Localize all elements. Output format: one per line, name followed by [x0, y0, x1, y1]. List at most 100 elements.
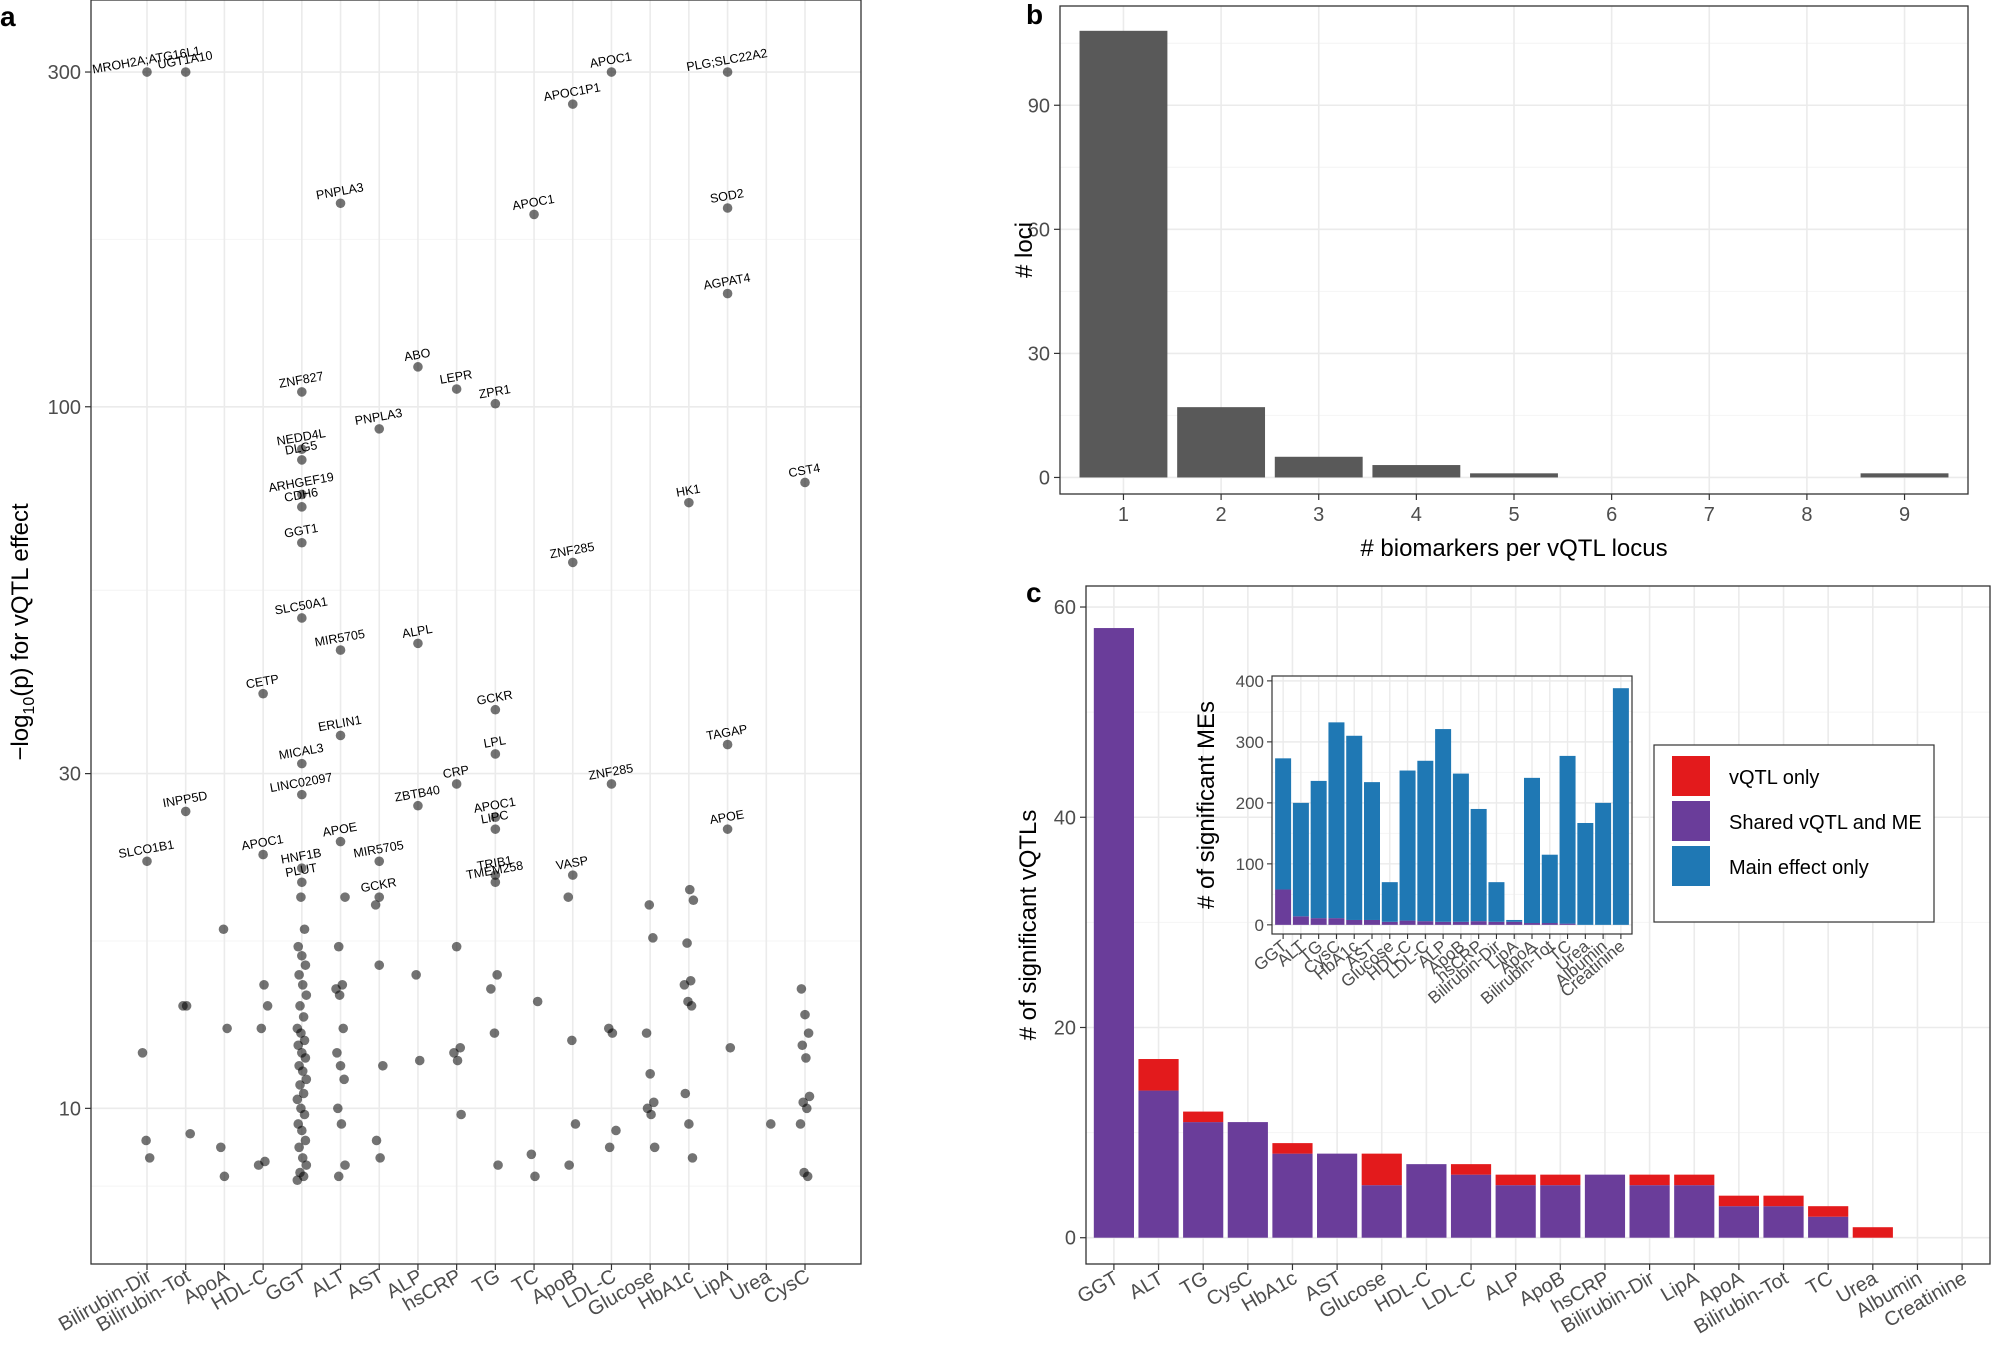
data-point	[295, 1001, 305, 1011]
data-point	[296, 892, 306, 902]
x-tick-label: GGT	[262, 1265, 311, 1306]
data-point	[378, 1060, 388, 1071]
gene-label: GCKR	[360, 875, 398, 895]
legend: vQTL only Shared vQTL and ME Main effect o…	[1653, 744, 1935, 923]
bar-segment	[1275, 889, 1292, 925]
legend-label: vQTL only	[1729, 767, 1819, 789]
bar-segment	[1361, 1185, 1402, 1238]
data-point	[722, 824, 733, 834]
y-tick-label: 30	[59, 764, 81, 786]
gene-label: CST4	[787, 461, 821, 480]
bar-segment	[1577, 822, 1594, 925]
data-point	[301, 990, 312, 1000]
data-point	[725, 1042, 736, 1053]
y-tick-label: 90	[1028, 95, 1050, 117]
data-point	[526, 1149, 537, 1160]
bar	[1470, 473, 1558, 478]
x-tick-label: 1	[1118, 504, 1129, 526]
data-point	[532, 996, 543, 1007]
x-tick-label: 7	[1704, 504, 1715, 526]
data-point	[606, 67, 617, 77]
x-tick-label: TC	[1803, 1267, 1837, 1299]
bar-segment	[1808, 1206, 1849, 1217]
x-tick-label: 9	[1899, 504, 1910, 526]
panel-a-scatter-chart: 1030100300Bilirubin-DirBilirubin-TotApoA…	[7, 0, 862, 1337]
data-point	[567, 99, 578, 109]
data-point	[333, 1171, 344, 1182]
data-point	[297, 613, 307, 623]
data-point	[451, 384, 462, 394]
data-point	[301, 1074, 312, 1085]
data-point	[687, 1153, 698, 1163]
data-point	[299, 1109, 310, 1120]
panel-letter-a: a	[0, 1, 16, 32]
bar-segment	[1629, 1174, 1670, 1186]
x-tick-label: 8	[1801, 504, 1812, 526]
data-point	[300, 1135, 311, 1146]
bar-segment	[1488, 921, 1505, 925]
data-point	[646, 1109, 656, 1120]
data-point	[333, 941, 344, 952]
bar-segment	[1346, 735, 1363, 920]
data-point	[801, 1053, 811, 1063]
data-point	[452, 1055, 463, 1066]
data-point	[567, 1035, 577, 1046]
legend-key	[1672, 846, 1710, 886]
bar-segment	[1452, 773, 1469, 922]
data-point	[335, 730, 346, 741]
data-point	[297, 455, 307, 465]
data-point	[722, 739, 733, 750]
bar	[1274, 456, 1363, 478]
data-point	[604, 1142, 615, 1153]
data-point	[493, 1160, 503, 1170]
y-axis-title-sub: 10	[21, 697, 38, 715]
data-point	[297, 863, 307, 873]
data-point	[142, 856, 152, 867]
data-point	[570, 1119, 581, 1129]
bar-segment	[1763, 1195, 1804, 1207]
y-tick-label: 0	[1065, 1228, 1076, 1250]
data-point	[332, 1048, 342, 1058]
data-point	[800, 477, 810, 488]
gene-label: TRIB1	[476, 853, 513, 873]
gene-label: GCKR	[476, 688, 514, 708]
bar-segment	[1328, 918, 1345, 925]
legend-label: Main effect only	[1729, 857, 1869, 879]
data-point	[563, 892, 574, 902]
bar-segment	[1292, 802, 1309, 917]
data-point	[679, 980, 690, 990]
data-point	[292, 1094, 303, 1105]
data-point	[142, 67, 152, 77]
y-axis-title-part: (p) for vQTL effect	[7, 503, 34, 697]
data-point	[297, 789, 307, 800]
data-point	[490, 812, 501, 823]
bar-segment	[1674, 1174, 1715, 1186]
data-point	[795, 1119, 806, 1129]
data-point	[648, 933, 658, 943]
x-tick-label: ALT	[1126, 1267, 1167, 1304]
data-point	[144, 1153, 155, 1163]
bar-segment	[1406, 1164, 1447, 1238]
data-point	[298, 1012, 309, 1022]
data-point	[797, 1040, 808, 1051]
data-point	[185, 1128, 196, 1139]
data-point	[137, 1048, 148, 1058]
x-tick-label: LipA	[1657, 1267, 1703, 1306]
gene-label: ZPR1	[478, 382, 512, 401]
bar-segment	[1399, 920, 1416, 925]
bar-segment	[1470, 921, 1487, 925]
bar-segment	[1275, 758, 1292, 890]
plot-border	[1085, 585, 1991, 1265]
bar-segment	[1310, 918, 1327, 925]
data-point	[339, 1074, 349, 1085]
bar-segment	[1328, 722, 1345, 919]
data-point	[297, 1153, 308, 1163]
y-tick-label: 60	[1028, 219, 1050, 241]
bar	[1177, 407, 1266, 478]
bar-segment	[1183, 1111, 1224, 1123]
y-tick-label: 100	[1236, 855, 1264, 874]
bar-segment	[1452, 921, 1469, 925]
x-tick-label: CysC	[760, 1265, 813, 1308]
plot-border	[1059, 5, 1969, 495]
bar-segment	[1629, 1185, 1670, 1238]
